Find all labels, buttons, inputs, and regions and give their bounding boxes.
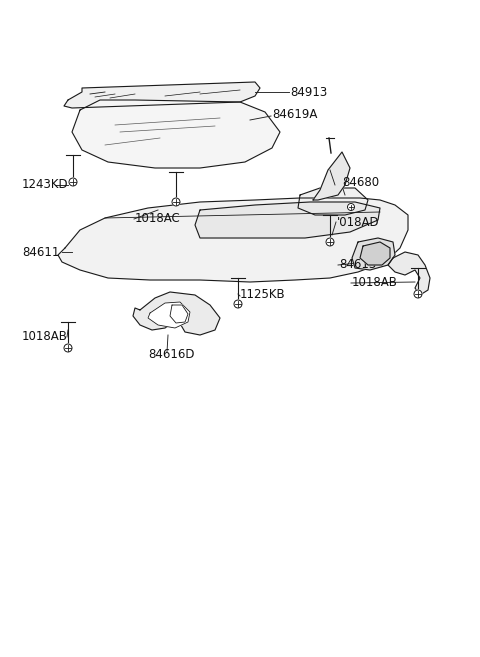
Text: 84619A: 84619A: [272, 108, 317, 122]
Circle shape: [234, 300, 242, 308]
Polygon shape: [195, 202, 380, 238]
Text: '018AD: '018AD: [337, 215, 380, 229]
Polygon shape: [360, 242, 390, 265]
Text: 84611: 84611: [22, 246, 60, 258]
Circle shape: [69, 178, 77, 186]
Text: 1125KB: 1125KB: [240, 288, 286, 300]
Polygon shape: [133, 292, 220, 335]
Text: 84616D: 84616D: [148, 348, 194, 361]
Polygon shape: [298, 188, 368, 215]
Text: 1243KD: 1243KD: [22, 179, 69, 191]
Circle shape: [414, 290, 422, 298]
Polygon shape: [352, 238, 395, 270]
Polygon shape: [58, 198, 408, 282]
Circle shape: [348, 204, 355, 210]
Circle shape: [172, 198, 180, 206]
Polygon shape: [148, 302, 190, 328]
Text: 84613: 84613: [339, 258, 376, 271]
Polygon shape: [313, 152, 350, 200]
Circle shape: [326, 238, 334, 246]
Polygon shape: [170, 305, 188, 323]
Text: 1018AB: 1018AB: [352, 277, 398, 290]
Circle shape: [64, 344, 72, 352]
Polygon shape: [388, 252, 430, 295]
Text: 1018AB: 1018AB: [22, 330, 68, 344]
Text: 1018AC: 1018AC: [135, 212, 181, 225]
Text: 84913: 84913: [290, 85, 327, 99]
Polygon shape: [72, 100, 280, 168]
Text: 84680: 84680: [342, 177, 379, 189]
Polygon shape: [64, 82, 260, 108]
